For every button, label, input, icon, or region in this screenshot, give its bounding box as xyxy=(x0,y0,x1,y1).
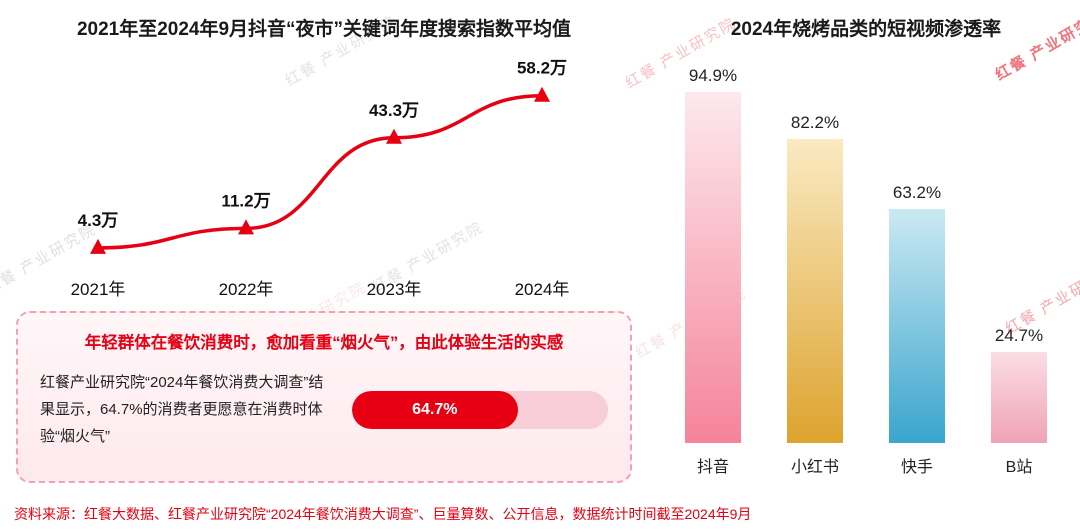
point-value-label: 58.2万 xyxy=(517,59,567,78)
bar xyxy=(685,92,741,443)
point-value-label: 11.2万 xyxy=(221,191,270,210)
bar-column: 94.9% 抖音 xyxy=(685,66,741,477)
progress-bar: 64.7% xyxy=(352,390,608,429)
progress-fill: 64.7% xyxy=(352,390,518,429)
bar-category-label: 抖音 xyxy=(696,459,729,476)
line-chart-title: 2021年至2024年9月抖音“夜市”关键词年度搜索指数平均值 xyxy=(76,19,572,40)
callout-box: 年轻群体在餐饮消费时，愈加看重“烟火气”，由此体验生活的实感 红餐产业研究院“2… xyxy=(16,311,632,483)
bar-category-label: 快手 xyxy=(900,459,933,476)
data-point-marker xyxy=(386,128,402,144)
bar-column: 24.7% B站 xyxy=(991,326,1047,477)
progress-label: 64.7% xyxy=(412,400,458,418)
source-note: 资料来源：红餐大数据、红餐产业研究院“2024年餐饮消费大调查”、巨量算数、公开… xyxy=(14,506,752,522)
callout-row: 红餐产业研究院“2024年餐饮消费大调查”结果显示，64.7%的消费者更愿意在消… xyxy=(40,369,608,450)
callout-body: 红餐产业研究院“2024年餐饮消费大调查”结果显示，64.7%的消费者更愿意在消… xyxy=(40,374,324,445)
line-chart-panel: 2021年至2024年9月抖音“夜市”关键词年度搜索指数平均值 4.3万 2021… xyxy=(16,19,632,483)
data-point-marker xyxy=(238,219,254,235)
bar-chart-panel: 2024年烧烤品类的短视频渗透率 94.9% 抖音 82.2% 小红书 63.2% 快手 2… xyxy=(652,0,1080,532)
bar-value-label: 63.2% xyxy=(892,183,942,202)
bar xyxy=(991,352,1047,443)
bar-column: 63.2% 快手 xyxy=(889,183,945,477)
point-value-label: 43.3万 xyxy=(369,101,419,120)
bar-value-label: 82.2% xyxy=(790,113,840,132)
data-point-marker xyxy=(90,238,106,254)
bar-category-label: 小红书 xyxy=(790,459,839,476)
bar-chart: 94.9% 抖音 82.2% 小红书 63.2% 快手 24.7% B站 xyxy=(652,57,1080,477)
bar xyxy=(787,139,843,443)
bar-chart-title: 2024年烧烤品类的短视频渗透率 xyxy=(730,19,1002,40)
x-axis-label: 2023年 xyxy=(367,280,422,299)
point-value-label: 4.3万 xyxy=(78,211,119,230)
callout-headline: 年轻群体在餐饮消费时，愈加看重“烟火气”，由此体验生活的实感 xyxy=(84,334,564,352)
data-point-marker xyxy=(534,86,550,102)
bar xyxy=(889,209,945,443)
bar-value-label: 94.9% xyxy=(688,66,738,85)
bar-category-label: B站 xyxy=(1005,459,1033,476)
x-axis-label: 2021年 xyxy=(71,280,126,299)
line-series xyxy=(97,93,543,250)
x-axis-label: 2022年 xyxy=(219,280,274,299)
bar-column: 82.2% 小红书 xyxy=(787,113,843,477)
x-axis-label: 2024年 xyxy=(515,280,570,299)
bar-value-label: 24.7% xyxy=(994,326,1044,345)
line-chart: 4.3万 2021年 11.2万 2022年 43.3万 2023年 58.2万 2024年 xyxy=(71,59,570,299)
